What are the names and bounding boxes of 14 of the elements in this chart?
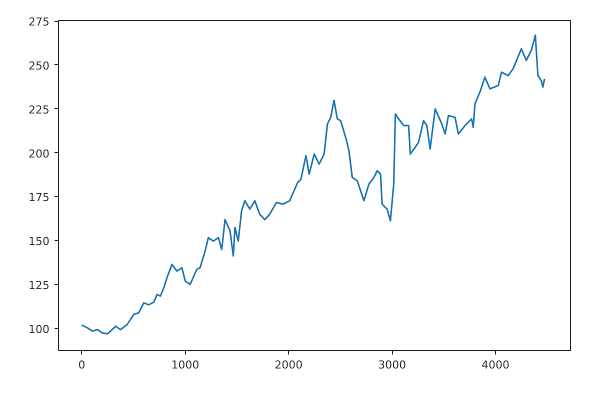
y-tick-label: 175: [28, 191, 50, 204]
y-tick-label: 250: [28, 59, 50, 72]
x-tick-label: 1000: [171, 358, 200, 372]
y-tick-label: 225: [28, 103, 50, 116]
x-tick-label: 4000: [482, 358, 510, 372]
x-tick-label: 2000: [274, 358, 303, 372]
y-tick-label: 200: [28, 147, 50, 160]
y-tick-label: 100: [28, 323, 50, 336]
x-tick-label: 3000: [378, 358, 406, 372]
line-series: [80, 34, 546, 335]
y-tick-label: 150: [28, 235, 50, 248]
y-tick-label: 275: [28, 16, 50, 29]
y-tick-label: 125: [28, 279, 50, 292]
x-tick-label: 0: [78, 358, 86, 372]
